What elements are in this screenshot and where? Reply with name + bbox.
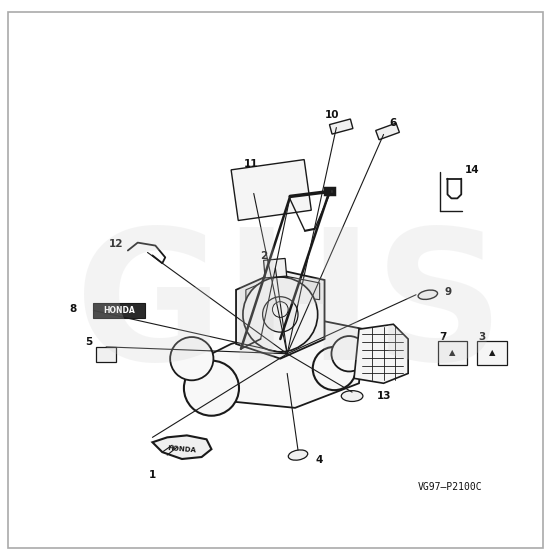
Bar (376, 123, 399, 140)
Polygon shape (246, 275, 320, 300)
Polygon shape (182, 319, 364, 408)
Bar (264, 259, 287, 278)
Bar (329, 119, 353, 134)
Text: HONDA: HONDA (103, 306, 135, 315)
Circle shape (263, 297, 298, 332)
Polygon shape (152, 435, 212, 459)
Text: ▲: ▲ (449, 348, 456, 357)
Bar (477, 341, 506, 365)
Ellipse shape (418, 290, 437, 300)
Ellipse shape (288, 450, 308, 460)
Circle shape (312, 347, 356, 390)
Text: 9: 9 (445, 287, 452, 297)
Text: 1: 1 (149, 470, 156, 480)
Bar (231, 160, 311, 221)
Text: 11: 11 (244, 159, 258, 169)
Text: 8: 8 (69, 304, 76, 314)
Circle shape (170, 337, 213, 380)
Polygon shape (354, 324, 408, 383)
Text: 14: 14 (465, 165, 479, 175)
Text: 2: 2 (260, 251, 267, 262)
Text: 13: 13 (376, 391, 391, 401)
FancyBboxPatch shape (94, 302, 144, 318)
Text: GHS: GHS (76, 222, 505, 398)
Text: ▲: ▲ (488, 348, 495, 357)
Text: VG97–P2100C: VG97–P2100C (417, 482, 482, 492)
Bar (325, 188, 334, 194)
Circle shape (184, 361, 239, 416)
Bar (438, 341, 467, 365)
Text: 10: 10 (325, 110, 340, 120)
Text: 6: 6 (390, 118, 397, 128)
Text: 12: 12 (109, 239, 123, 249)
Text: 5: 5 (85, 337, 92, 347)
Text: HONDA: HONDA (167, 445, 197, 454)
Bar (96, 347, 116, 362)
Polygon shape (236, 270, 325, 359)
Bar (286, 193, 296, 199)
Circle shape (243, 277, 318, 352)
Text: 7: 7 (439, 332, 446, 342)
Text: 4: 4 (316, 455, 323, 465)
Text: 3: 3 (478, 332, 486, 342)
Ellipse shape (341, 391, 363, 402)
Circle shape (332, 336, 367, 371)
